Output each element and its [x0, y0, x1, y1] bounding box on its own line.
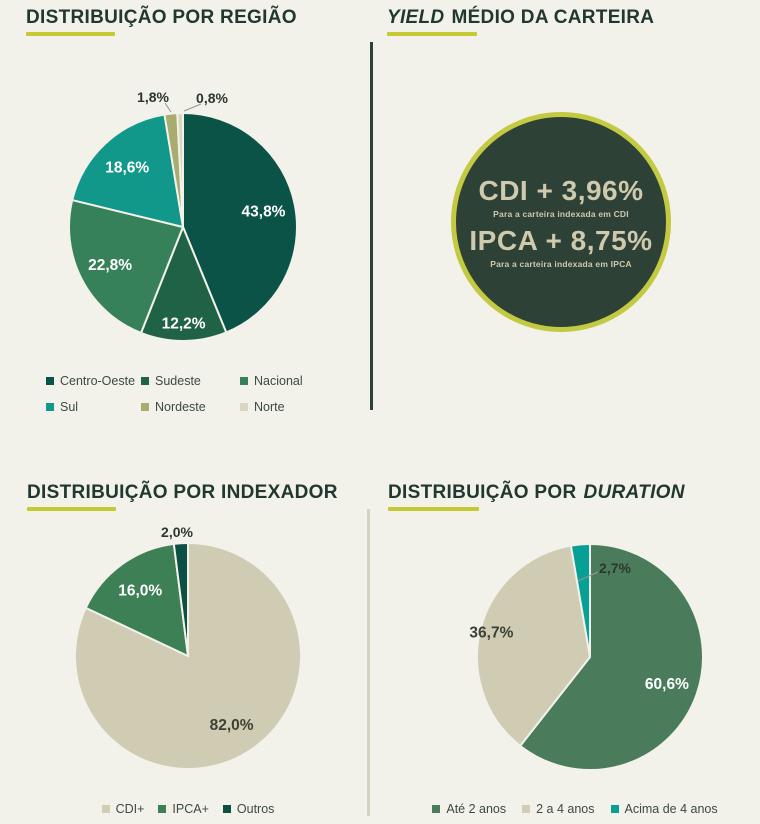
yield-ipca-value: IPCA + 8,75%	[469, 224, 653, 256]
duration-title-italic: DURATION	[583, 482, 685, 503]
legend-item-outros: Outros	[222, 802, 275, 816]
legend-label: Até 2 anos	[446, 802, 507, 816]
pie-value-label-acima-de-4-anos: 2,7%	[599, 560, 631, 576]
legend-swatch	[240, 403, 248, 411]
legend-item-ipca+: IPCA+	[158, 802, 209, 816]
indexador-section-title: DISTRIBUIÇÃO POR INDEXADOR	[27, 481, 338, 505]
legend-swatch	[432, 805, 441, 813]
legend-swatch	[46, 403, 54, 411]
legend-item-centro-oeste: Centro-Oeste	[46, 374, 141, 388]
pie-value-label-centro-oeste: 43,8%	[242, 204, 286, 221]
legend-item-acima-de-4-anos: Acima de 4 anos	[610, 802, 718, 816]
pie-value-label-2-a-4-anos: 36,7%	[469, 625, 513, 642]
legend-item-nordeste: Nordeste	[141, 400, 240, 414]
yield-badge-circle: CDI + 3,96% Para a carteira indexada em …	[451, 112, 671, 332]
legend-item-norte: Norte	[240, 400, 346, 414]
pie-value-label-sudeste: 12,2%	[162, 315, 206, 332]
region-legend: Centro-Oeste Sudeste Nacional Sul Nordeste No…	[46, 374, 346, 414]
legend-swatch	[158, 805, 167, 813]
legend-item-sudeste: Sudeste	[141, 374, 240, 388]
label-leader-line	[183, 103, 202, 112]
legend-item-2-a-4-anos: 2 a 4 anos	[522, 802, 595, 816]
pie-slice-sul	[71, 113, 184, 228]
top-vertical-divider	[370, 42, 373, 410]
indexador-title-underline	[27, 507, 116, 511]
legend-label: CDI+	[115, 802, 145, 816]
legend-label: Nacional	[254, 374, 303, 388]
pie-value-label-até-2-anos: 60,6%	[645, 676, 689, 693]
pie-slice-norte	[176, 111, 184, 228]
duration-legend: Até 2 anos 2 a 4 anos Acima de 4 anos	[400, 802, 750, 816]
yield-title-italic: YIELD	[387, 7, 445, 28]
indexador-legend: CDI+ IPCA+ Outros	[43, 802, 333, 816]
duration-pie-chart: 60,6% 36,7% 2,7%	[469, 542, 704, 771]
legend-label: Sul	[60, 400, 79, 414]
yield-cdi-value: CDI + 3,96%	[478, 174, 644, 206]
legend-swatch	[46, 377, 54, 385]
legend-swatch	[141, 403, 149, 411]
yield-title-underline	[387, 32, 477, 36]
legend-item-sul: Sul	[46, 400, 141, 414]
pie-value-label-ipca+: 16,0%	[118, 583, 162, 600]
bottom-vertical-divider	[367, 509, 370, 816]
indexador-pie-chart: 82,0% 16,0% 2,0%	[74, 524, 302, 770]
legend-swatch	[222, 805, 231, 813]
indexador-title-text: DISTRIBUIÇÃO POR INDEXADOR	[27, 482, 338, 503]
label-leader-line	[577, 571, 599, 582]
duration-section-title: DISTRIBUIÇÃO POR DURATION	[388, 481, 685, 505]
legend-swatch	[522, 805, 531, 813]
legend-label: Sudeste	[155, 374, 201, 388]
region-title-text: DISTRIBUIÇÃO POR REGIÃO	[26, 7, 297, 28]
pie-value-label-nacional: 22,8%	[88, 257, 132, 274]
legend-swatch	[101, 805, 110, 813]
legend-item-nacional: Nacional	[240, 374, 346, 388]
legend-label: Centro-Oeste	[60, 374, 136, 388]
legend-swatch	[141, 377, 149, 385]
region-title-underline	[26, 32, 115, 36]
pie-slice-2-a-4-anos	[476, 544, 591, 747]
legend-swatch	[610, 805, 619, 813]
duration-title-prefix: DISTRIBUIÇÃO POR	[388, 482, 577, 503]
legend-label: 2 a 4 anos	[536, 802, 595, 816]
legend-swatch	[240, 377, 248, 385]
pie-slice-centro-oeste	[182, 112, 298, 334]
legend-label: Outros	[236, 802, 275, 816]
yield-cdi-caption: Para a carteira indexada em CDI	[493, 208, 629, 219]
yield-section-title: YIELD MÉDIO DA CARTEIRA	[387, 6, 654, 30]
pie-value-label-sul: 18,6%	[105, 159, 149, 176]
legend-item-cdi+: CDI+	[101, 802, 145, 816]
pie-slice-sudeste	[140, 226, 228, 342]
region-pie-chart: 43,8% 12,2% 22,8% 18,6% 1,8% 0,8%	[68, 89, 298, 342]
pie-slice-nacional	[68, 199, 184, 334]
legend-item-até-2-anos: Até 2 anos	[432, 802, 506, 816]
duration-title-underline	[388, 507, 479, 511]
pie-slice-acima-de-4-anos	[569, 542, 591, 658]
pie-value-label-nordeste: 1,8%	[137, 89, 169, 105]
pie-slice-outros	[172, 542, 189, 657]
pie-value-label-outros: 2,0%	[161, 524, 193, 540]
legend-label: Norte	[254, 400, 285, 414]
yield-ipca-caption: Para a carteira indexada em IPCA	[490, 258, 632, 269]
legend-label: Nordeste	[155, 400, 206, 414]
pie-value-label-norte: 0,8%	[196, 90, 228, 106]
legend-label: Acima de 4 anos	[624, 802, 718, 816]
region-section-title: DISTRIBUIÇÃO POR REGIÃO	[26, 6, 297, 30]
label-leader-line	[164, 102, 172, 113]
pie-slice-até-2-anos	[519, 543, 704, 771]
legend-label: IPCA+	[172, 802, 209, 816]
yield-title-rest: MÉDIO DA CARTEIRA	[451, 7, 655, 28]
pie-slice-ipca+	[84, 542, 189, 657]
pie-value-label-cdi+: 82,0%	[210, 717, 254, 734]
